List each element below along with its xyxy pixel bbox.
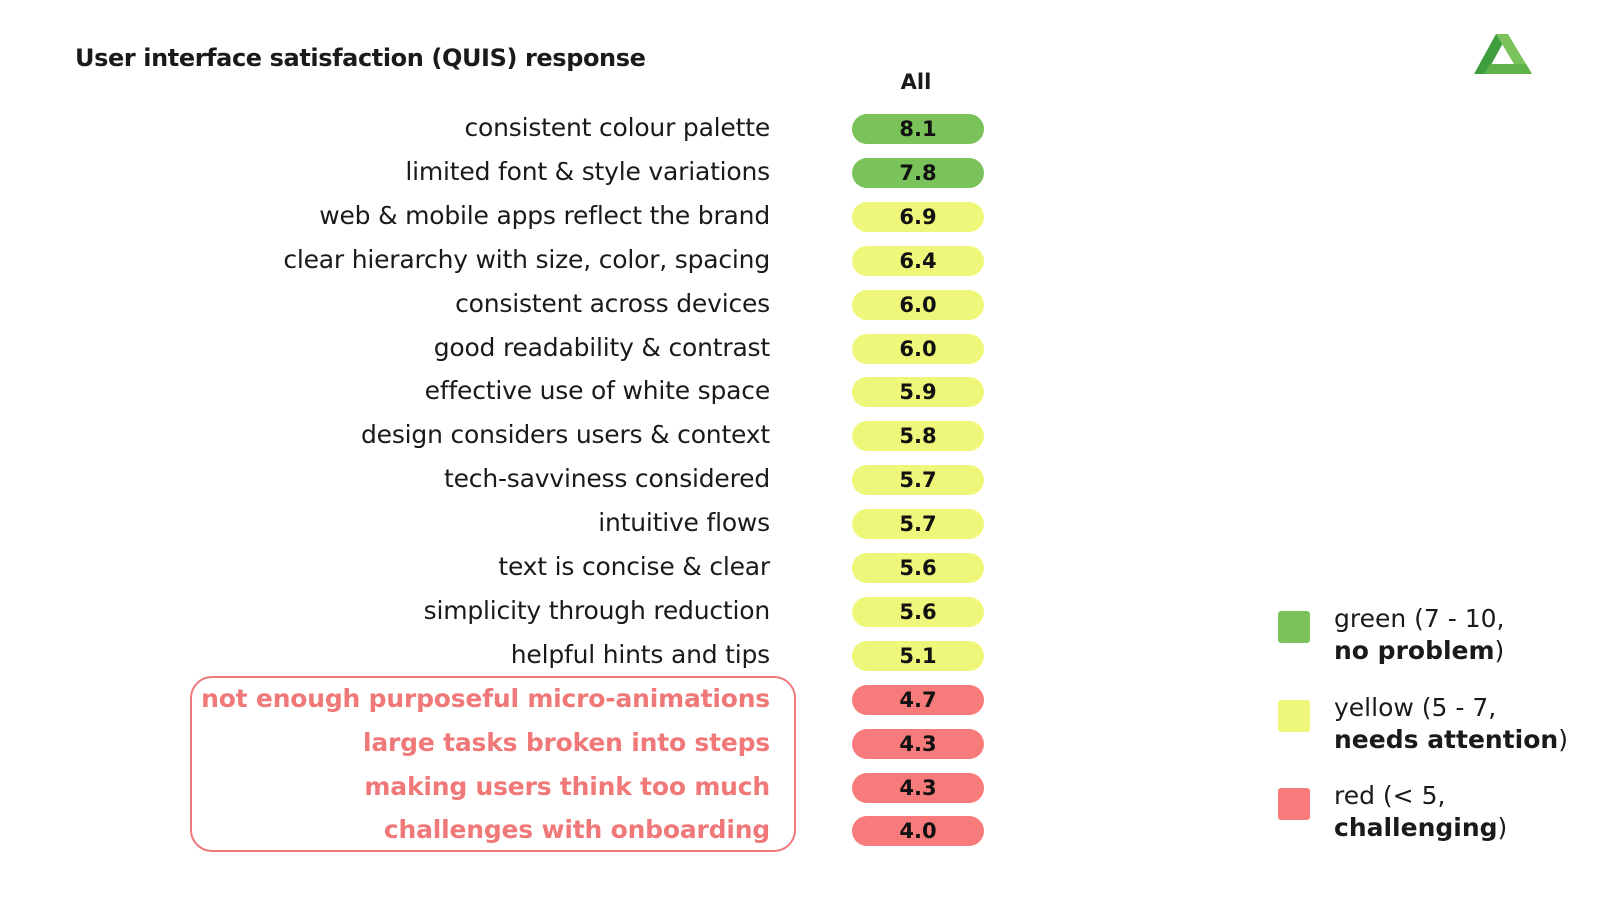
legend-swatch xyxy=(1278,611,1310,643)
legend-meaning-strong: needs attention xyxy=(1334,725,1559,754)
chart-title: User interface satisfaction (QUIS) respo… xyxy=(75,44,646,72)
legend-close-paren: ) xyxy=(1494,636,1505,665)
table-row: tech-savviness considered 5.7 xyxy=(0,462,1000,496)
row-label: helpful hints and tips xyxy=(510,639,770,669)
legend-meaning: no problem) xyxy=(1334,635,1504,667)
score-pill: 5.7 xyxy=(852,509,984,540)
table-row: text is concise & clear 5.6 xyxy=(0,550,1000,584)
legend-label: yellow (5 - 7, needs attention) xyxy=(1334,692,1568,756)
row-label: not enough purposeful micro-animations xyxy=(201,683,770,713)
table-row: web & mobile apps reflect the brand 6.9 xyxy=(0,199,1000,233)
legend-label: red (< 5, challenging) xyxy=(1334,780,1507,844)
legend-meaning-strong: challenging xyxy=(1334,813,1498,842)
score-pill: 5.9 xyxy=(852,377,984,408)
score-pill: 6.0 xyxy=(852,289,984,320)
row-label: good readability & contrast xyxy=(433,332,771,362)
table-row: effective use of white space 5.9 xyxy=(0,374,1000,408)
row-label: simplicity through reduction xyxy=(423,595,771,625)
table-row: consistent across devices 6.0 xyxy=(0,287,1000,321)
row-label: consistent across devices xyxy=(455,288,770,318)
legend-swatch xyxy=(1278,700,1310,732)
score-pill: 8.1 xyxy=(852,114,984,144)
row-label: effective use of white space xyxy=(424,376,771,406)
score-pill: 5.6 xyxy=(852,553,984,583)
table-row: making users think too much 4.3 xyxy=(0,770,1000,804)
table-row: clear hierarchy with size, color, spacin… xyxy=(0,243,1000,277)
row-label: consistent colour palette xyxy=(464,113,770,142)
legend-label: green (7 - 10, no problem) xyxy=(1334,603,1504,667)
legend-range: red (< 5, xyxy=(1334,781,1446,810)
table-row: limited font & style variations 7.8 xyxy=(0,155,1000,189)
row-label: limited font & style variations xyxy=(405,156,770,186)
row-label: intuitive flows xyxy=(598,508,770,538)
legend-meaning: challenging) xyxy=(1334,812,1507,844)
score-pill: 5.8 xyxy=(852,421,984,452)
table-row: consistent colour palette 8.1 xyxy=(0,111,1000,145)
logo-left-shape xyxy=(1474,34,1508,74)
row-label: web & mobile apps reflect the brand xyxy=(319,200,770,230)
row-label: large tasks broken into steps xyxy=(362,727,770,757)
legend-swatch xyxy=(1278,788,1310,820)
row-label: clear hierarchy with size, color, spacin… xyxy=(283,244,770,274)
row-label: design considers users & context xyxy=(360,420,770,450)
legend-range: green (7 - 10, xyxy=(1334,604,1505,633)
legend-close-paren: ) xyxy=(1558,725,1568,754)
score-pill: 6.4 xyxy=(852,245,984,276)
legend-meaning: needs attention) xyxy=(1334,724,1568,756)
score-pill: 5.6 xyxy=(852,596,984,627)
challenges-highlight-box xyxy=(190,676,796,852)
score-pill: 6.0 xyxy=(852,333,984,364)
row-label: text is concise & clear xyxy=(498,552,770,581)
row-label: making users think too much xyxy=(364,771,770,801)
table-row: design considers users & context 5.8 xyxy=(0,418,1000,452)
legend-close-paren: ) xyxy=(1497,813,1508,842)
score-pill: 4.7 xyxy=(852,684,984,715)
table-row: challenges with onboarding 4.0 xyxy=(0,813,1000,847)
row-label: challenges with onboarding xyxy=(383,815,770,845)
table-row: helpful hints and tips 5.1 xyxy=(0,638,1000,672)
brand-logo-icon xyxy=(1474,34,1532,74)
score-pill: 4.0 xyxy=(852,816,984,847)
score-pill: 4.3 xyxy=(852,772,984,803)
legend-meaning-strong: no problem xyxy=(1334,636,1495,665)
score-pill: 6.9 xyxy=(852,201,984,232)
table-row: good readability & contrast 6.0 xyxy=(0,331,1000,365)
score-pill: 5.1 xyxy=(852,640,984,671)
table-row: intuitive flows 5.7 xyxy=(0,506,1000,540)
score-pill: 5.7 xyxy=(852,465,984,496)
table-row: large tasks broken into steps 4.3 xyxy=(0,726,1000,760)
score-pill: 7.8 xyxy=(852,157,984,188)
table-row: not enough purposeful micro-animations 4.… xyxy=(0,682,1000,716)
legend-range: yellow (5 - 7, xyxy=(1334,693,1497,722)
logo-base-shape xyxy=(1484,64,1532,74)
score-pill: 4.3 xyxy=(852,728,984,759)
column-header-all: All xyxy=(900,70,932,94)
row-label: tech-savviness considered xyxy=(444,464,770,494)
table-row: simplicity through reduction 5.6 xyxy=(0,594,1000,628)
